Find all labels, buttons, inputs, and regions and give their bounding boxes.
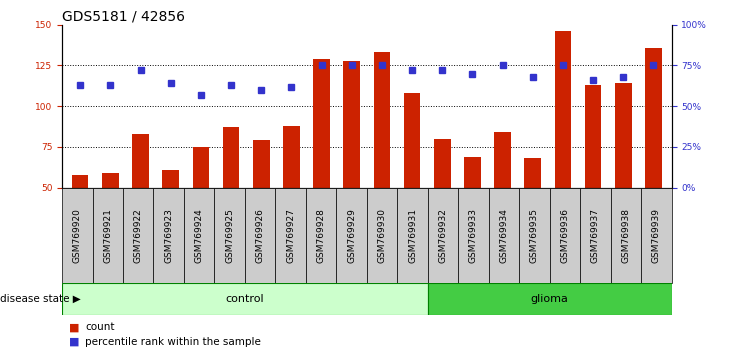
Bar: [615, 84, 631, 188]
Bar: [458, 188, 489, 283]
Bar: [283, 126, 300, 188]
Text: GSM769924: GSM769924: [195, 208, 204, 263]
Text: GSM769927: GSM769927: [286, 208, 295, 263]
Bar: [524, 158, 541, 188]
Bar: [184, 188, 215, 283]
Text: GSM769931: GSM769931: [408, 208, 417, 263]
Bar: [193, 147, 210, 188]
Bar: [434, 139, 450, 188]
Bar: [253, 141, 269, 188]
Text: GSM769925: GSM769925: [225, 208, 234, 263]
Bar: [404, 93, 420, 188]
Text: GSM769932: GSM769932: [439, 208, 447, 263]
Bar: [489, 188, 519, 283]
Text: ■: ■: [69, 322, 80, 332]
Text: GSM769934: GSM769934: [499, 208, 509, 263]
Bar: [550, 188, 580, 283]
Text: GSM769939: GSM769939: [652, 208, 661, 263]
Text: count: count: [85, 322, 115, 332]
Bar: [93, 188, 123, 283]
Text: GSM769938: GSM769938: [621, 208, 631, 263]
Bar: [72, 175, 88, 188]
Bar: [428, 283, 672, 315]
Text: control: control: [226, 294, 264, 304]
Bar: [641, 188, 672, 283]
Bar: [519, 188, 550, 283]
Bar: [367, 188, 397, 283]
Bar: [153, 188, 184, 283]
Bar: [494, 132, 511, 188]
Bar: [428, 188, 458, 283]
Bar: [102, 173, 119, 188]
Bar: [62, 283, 428, 315]
Bar: [374, 52, 391, 188]
Text: disease state ▶: disease state ▶: [0, 294, 81, 304]
Text: GSM769923: GSM769923: [164, 208, 173, 263]
Text: GSM769935: GSM769935: [530, 208, 539, 263]
Bar: [306, 188, 337, 283]
Bar: [275, 188, 306, 283]
Bar: [313, 59, 330, 188]
Text: GSM769937: GSM769937: [591, 208, 600, 263]
Bar: [215, 188, 245, 283]
Bar: [123, 188, 153, 283]
Bar: [580, 188, 610, 283]
Text: percentile rank within the sample: percentile rank within the sample: [85, 337, 261, 347]
Text: GSM769928: GSM769928: [317, 208, 326, 263]
Text: GSM769926: GSM769926: [255, 208, 265, 263]
Text: GSM769922: GSM769922: [134, 208, 143, 263]
Text: GSM769929: GSM769929: [347, 208, 356, 263]
Text: GSM769936: GSM769936: [561, 208, 569, 263]
Text: ■: ■: [69, 337, 80, 347]
Text: GSM769933: GSM769933: [469, 208, 478, 263]
Text: glioma: glioma: [531, 294, 569, 304]
Text: GSM769930: GSM769930: [377, 208, 387, 263]
Bar: [645, 47, 662, 188]
Bar: [343, 61, 360, 188]
Bar: [585, 85, 602, 188]
Bar: [611, 188, 641, 283]
Bar: [397, 188, 428, 283]
Bar: [337, 188, 367, 283]
Bar: [464, 157, 481, 188]
Bar: [62, 188, 93, 283]
Text: GSM769921: GSM769921: [103, 208, 112, 263]
Bar: [162, 170, 179, 188]
Text: GSM769920: GSM769920: [73, 208, 82, 263]
Bar: [555, 31, 572, 188]
Bar: [132, 134, 149, 188]
Bar: [223, 127, 239, 188]
Text: GDS5181 / 42856: GDS5181 / 42856: [62, 10, 185, 24]
Bar: [245, 188, 275, 283]
